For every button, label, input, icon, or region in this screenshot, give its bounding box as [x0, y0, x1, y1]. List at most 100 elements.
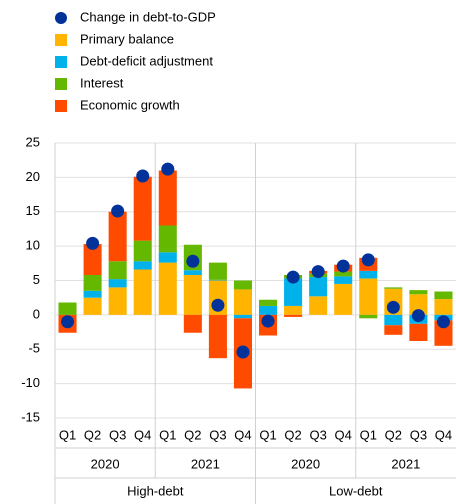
- bar-segment: [83, 290, 102, 298]
- bar-segment: [158, 252, 177, 263]
- dot: [436, 315, 450, 329]
- bar-segment: [208, 279, 227, 281]
- region-label: Low-debt: [329, 483, 383, 498]
- bar-segment: [108, 211, 127, 262]
- x-tick-label: Q1: [159, 427, 176, 442]
- bar-segment: [183, 270, 202, 275]
- bar-segment: [284, 305, 303, 315]
- legend-marker: [55, 12, 67, 24]
- dot: [211, 298, 225, 312]
- bar-segment: [309, 296, 328, 315]
- bar-segment: [208, 262, 227, 280]
- dot: [411, 309, 425, 323]
- bar-segment: [284, 278, 303, 306]
- bar-segment: [233, 280, 252, 290]
- legend-label: Change in debt-to-GDP: [80, 9, 216, 24]
- bar-segment: [233, 314, 252, 319]
- bar-segment: [133, 176, 152, 241]
- y-tick-label: -10: [21, 375, 40, 390]
- bar-segment: [284, 314, 303, 317]
- year-label: 2021: [391, 456, 420, 471]
- dot: [361, 253, 375, 267]
- legend-marker: [55, 100, 67, 112]
- year-label: 2021: [191, 456, 220, 471]
- y-tick-label: -15: [21, 409, 40, 424]
- bar-segment: [359, 270, 378, 279]
- x-tick-label: Q1: [259, 427, 276, 442]
- x-tick-label: Q3: [209, 427, 226, 442]
- year-label: 2020: [91, 456, 120, 471]
- y-tick-label: 20: [26, 169, 40, 184]
- bar-segment: [359, 314, 378, 319]
- x-tick-label: Q2: [385, 427, 402, 442]
- dot: [161, 162, 175, 176]
- bar-segment: [83, 244, 102, 275]
- x-tick-label: Q2: [284, 427, 301, 442]
- y-tick-label: 15: [26, 203, 40, 218]
- legend-label: Interest: [80, 75, 124, 90]
- bar-segment: [334, 271, 353, 277]
- bar-segment: [133, 261, 152, 270]
- y-tick-label: -5: [28, 341, 40, 356]
- year-label: 2020: [291, 456, 320, 471]
- dot: [336, 259, 350, 273]
- legend-marker: [55, 56, 67, 68]
- bar-segment: [158, 262, 177, 315]
- dot: [111, 204, 125, 218]
- bar-segment: [409, 290, 428, 295]
- dot: [86, 236, 100, 250]
- legend-label: Economic growth: [80, 97, 180, 112]
- bar-segment: [409, 323, 428, 341]
- dot: [386, 300, 400, 314]
- bar-segment: [384, 314, 403, 326]
- bar-segment: [158, 170, 177, 226]
- bar-segment: [434, 299, 453, 315]
- x-tick-label: Q4: [335, 427, 352, 442]
- x-tick-label: Q3: [109, 427, 126, 442]
- bar-segment: [434, 291, 453, 300]
- region-label: High-debt: [127, 483, 184, 498]
- bar-segment: [259, 305, 278, 315]
- bar-segment: [384, 325, 403, 335]
- legend-marker: [55, 78, 67, 90]
- bar-segment: [183, 314, 202, 333]
- y-tick-label: 0: [33, 306, 40, 321]
- x-tick-label: Q3: [309, 427, 326, 442]
- bar-segment: [384, 287, 403, 289]
- bar-segment: [158, 225, 177, 253]
- bar-segment: [183, 275, 202, 315]
- bar-segment: [334, 276, 353, 284]
- bar-segment: [108, 287, 127, 315]
- bar-segment: [259, 299, 278, 306]
- legend-label: Debt-deficit adjustment: [80, 53, 213, 68]
- bar-segment: [108, 261, 127, 280]
- x-tick-label: Q2: [184, 427, 201, 442]
- dot: [261, 314, 275, 328]
- bar-segment: [133, 269, 152, 315]
- x-tick-label: Q4: [435, 427, 452, 442]
- bar-segment: [334, 283, 353, 315]
- x-tick-label: Q4: [134, 427, 151, 442]
- dot: [311, 265, 325, 279]
- bar-segment: [409, 294, 428, 315]
- bar-segment: [83, 297, 102, 315]
- x-tick-label: Q1: [59, 427, 76, 442]
- dot: [186, 254, 200, 268]
- x-tick-label: Q1: [360, 427, 377, 442]
- bar-segment: [434, 320, 453, 346]
- y-tick-label: 5: [33, 272, 40, 287]
- legend-label: Primary balance: [80, 31, 174, 46]
- bar-segment: [309, 277, 328, 297]
- y-tick-label: 25: [26, 134, 40, 149]
- legend-marker: [55, 34, 67, 46]
- bar-segment: [58, 302, 77, 315]
- x-tick-label: Q4: [234, 427, 251, 442]
- dot: [236, 345, 250, 359]
- y-tick-label: 10: [26, 238, 40, 253]
- bar-segment: [208, 314, 227, 359]
- bar-segment: [359, 278, 378, 315]
- bar-segment: [108, 279, 127, 288]
- bar-segment: [233, 289, 252, 315]
- dot: [136, 169, 150, 183]
